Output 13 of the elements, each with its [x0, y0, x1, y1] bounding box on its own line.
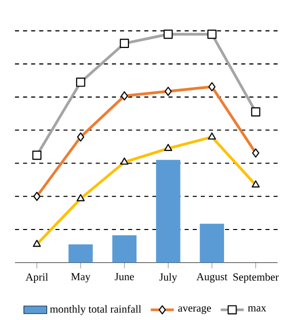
x-tick-label: May: [70, 273, 90, 282]
bar: [200, 224, 224, 263]
legend-label: average: [178, 306, 211, 314]
x-tick-label: June: [114, 273, 134, 280]
bar: [112, 235, 136, 263]
bar: [68, 244, 93, 263]
x-tick-label: September: [233, 273, 279, 283]
x-tick-label: August: [196, 273, 228, 283]
legend-label: monthly total rainfall: [50, 305, 142, 315]
legend-label: max: [248, 306, 266, 312]
x-tick-label: April: [26, 273, 48, 283]
x-tick-label: July: [159, 273, 177, 283]
bar: [156, 160, 180, 263]
